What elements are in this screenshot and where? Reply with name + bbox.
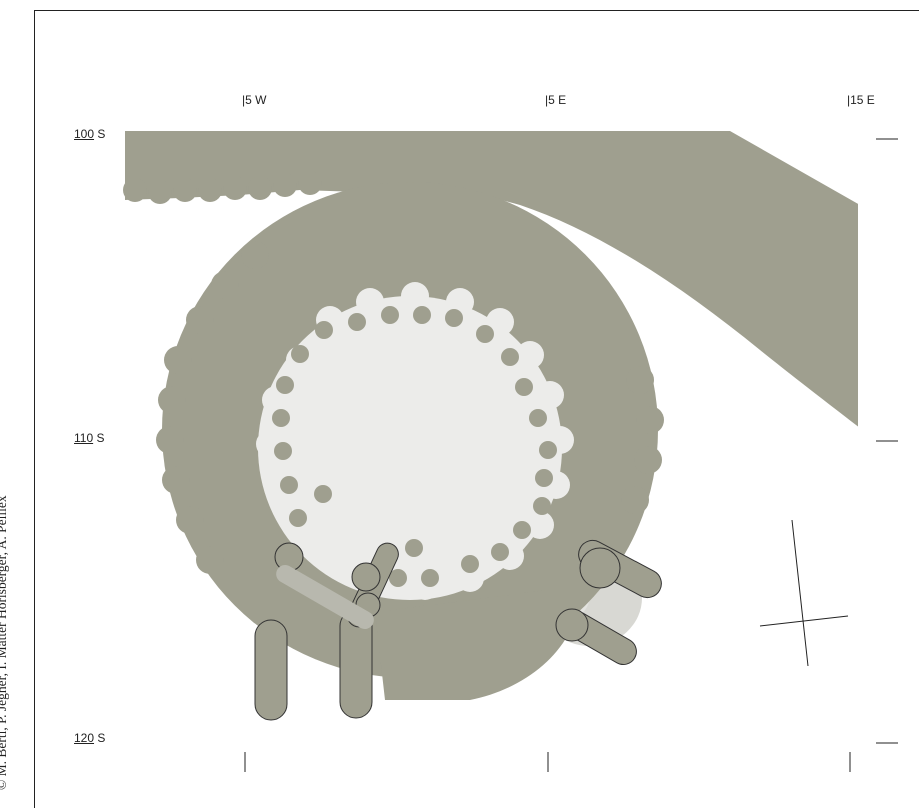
map-frame bbox=[34, 10, 919, 808]
north-wall bbox=[125, 131, 858, 431]
inner-floor bbox=[258, 296, 562, 600]
grid-label-110s: 110 S bbox=[74, 431, 105, 445]
ring-wall-stones bbox=[156, 241, 664, 574]
north-wall-stones bbox=[123, 171, 322, 204]
grid-label-100s: 100 S bbox=[74, 127, 106, 141]
north-arrow-icon bbox=[759, 519, 849, 667]
grid-label-5w: |5 W bbox=[242, 93, 267, 107]
grid-label-15e: |15 E bbox=[847, 93, 875, 107]
grid-label-120s: 120 S bbox=[74, 731, 106, 745]
grid-label-5e: |5 E bbox=[545, 93, 567, 107]
south-wall bbox=[375, 590, 575, 700]
grid-ticks bbox=[244, 138, 898, 772]
foundation-bar bbox=[276, 565, 374, 629]
